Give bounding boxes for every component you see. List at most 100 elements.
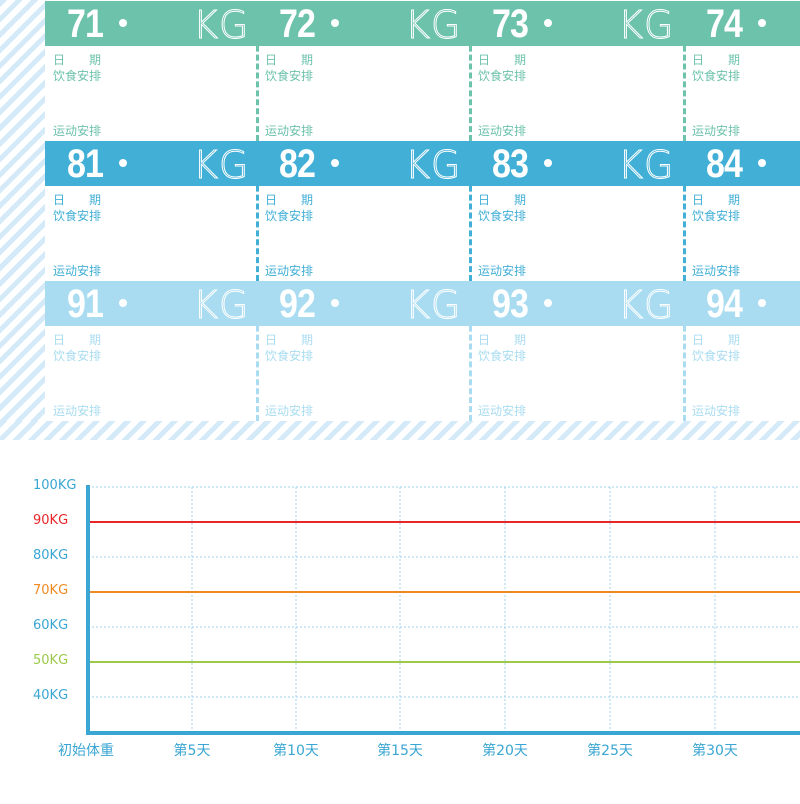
diet-label: 饮食安排 (692, 209, 741, 223)
date-label: 日 期 (265, 193, 314, 207)
date-label: 日 期 (692, 333, 741, 347)
weight-card-grid: 71 KG 日 期 饮食安排 运动安排 72 KG 日 期 饮食安排 运动安排 73… (45, 0, 800, 421)
weight-card: 82 KG 日 期 饮食安排 运动安排 (257, 141, 470, 281)
weight-chart-svg (86, 485, 800, 735)
exercise-label: 运动安排 (478, 404, 527, 418)
diet-label: 饮食安排 (265, 349, 314, 363)
kg-unit: KG (404, 143, 462, 188)
dot-icon (119, 159, 127, 167)
diet-label: 饮食安排 (53, 349, 102, 363)
weight-number: 92 (279, 282, 316, 326)
dot-icon (331, 19, 339, 27)
dot-icon (119, 19, 127, 27)
diet-label: 饮食安排 (478, 349, 527, 363)
diet-label: 饮食安排 (53, 69, 102, 83)
diet-label: 饮食安排 (692, 349, 741, 363)
date-label: 日 期 (478, 53, 527, 67)
x-tick-label: 第15天 (377, 743, 423, 759)
dashed-divider (256, 141, 259, 281)
dot-icon (331, 299, 339, 307)
dot-icon (544, 159, 552, 167)
weight-card: 84 KG 日 期 饮食安排 运动安排 (684, 141, 800, 281)
row-header-band (45, 1, 800, 46)
dot-icon (758, 19, 766, 27)
diet-label: 饮食安排 (53, 209, 102, 223)
diet-label: 饮食安排 (265, 209, 314, 223)
x-tick-label: 第20天 (482, 743, 528, 759)
y-tick-label: 80KG (33, 548, 69, 563)
date-label: 日 期 (53, 53, 102, 67)
weight-row: 71 KG 日 期 饮食安排 运动安排 72 KG 日 期 饮食安排 运动安排 73… (45, 1, 800, 141)
dashed-divider (683, 141, 686, 281)
y-tick-label: 50KG (33, 653, 69, 668)
date-label: 日 期 (53, 193, 102, 207)
weight-row: 91 KG 日 期 饮食安排 运动安排 92 KG 日 期 饮食安排 运动安排 93… (45, 281, 800, 421)
y-tick-label: 100KG (33, 478, 77, 493)
exercise-label: 运动安排 (478, 124, 527, 138)
exercise-label: 运动安排 (265, 124, 314, 138)
exercise-label: 运动安排 (53, 264, 102, 278)
exercise-label: 运动安排 (265, 264, 314, 278)
weight-number: 83 (492, 142, 529, 186)
diet-label: 饮食安排 (478, 209, 527, 223)
weight-chart: 100KG 90KG 80KG 70KG 60KG 50KG 40KG 初始体重 第5天 第10天… (0, 440, 800, 800)
weight-number: 71 (67, 2, 104, 46)
weight-number: 73 (492, 2, 529, 46)
date-label: 日 期 (53, 333, 102, 347)
x-tick-label: 第5天 (173, 743, 211, 759)
weight-number: 94 (706, 282, 743, 326)
exercise-label: 运动安排 (692, 124, 741, 138)
dashed-divider (469, 281, 472, 421)
x-tick-label: 初始体重 (58, 743, 114, 759)
date-label: 日 期 (265, 333, 314, 347)
kg-unit: KG (404, 3, 462, 48)
dashed-divider (683, 1, 686, 141)
exercise-label: 运动安排 (692, 404, 741, 418)
dashed-divider (256, 281, 259, 421)
date-label: 日 期 (265, 53, 314, 67)
dot-icon (119, 299, 127, 307)
dot-icon (758, 159, 766, 167)
x-tick-label: 第25天 (587, 743, 633, 759)
weight-card: 92 KG 日 期 饮食安排 运动安排 (257, 281, 470, 421)
weight-card: 71 KG 日 期 饮食安排 运动安排 (45, 1, 258, 141)
dot-icon (544, 19, 552, 27)
weight-card: 73 KG 日 期 饮食安排 运动安排 (470, 1, 683, 141)
weight-card: 94 KG 日 期 饮食安排 运动安排 (684, 281, 800, 421)
weight-card: 83 KG 日 期 饮食安排 运动安排 (470, 141, 683, 281)
weight-number: 84 (706, 142, 743, 186)
date-label: 日 期 (478, 193, 527, 207)
date-label: 日 期 (692, 53, 741, 67)
kg-unit: KG (617, 283, 675, 328)
exercise-label: 运动安排 (478, 264, 527, 278)
weight-number: 91 (67, 282, 104, 326)
y-tick-label: 70KG (33, 583, 69, 598)
y-tick-label: 60KG (33, 618, 69, 633)
kg-unit: KG (404, 283, 462, 328)
dot-icon (544, 299, 552, 307)
striped-border-left (0, 0, 45, 440)
dashed-divider (469, 141, 472, 281)
kg-unit: KG (617, 3, 675, 48)
date-label: 日 期 (478, 333, 527, 347)
y-tick-label: 90KG (33, 513, 69, 528)
weight-number: 81 (67, 142, 104, 186)
weight-card: 74 KG 日 期 饮食安排 运动安排 (684, 1, 800, 141)
kg-unit: KG (617, 143, 675, 188)
diet-label: 饮食安排 (692, 69, 741, 83)
kg-unit: KG (192, 143, 250, 188)
dashed-divider (256, 1, 259, 141)
weight-row: 81 KG 日 期 饮食安排 运动安排 82 KG 日 期 饮食安排 运动安排 83… (45, 141, 800, 281)
row-header-band (45, 141, 800, 186)
exercise-label: 运动安排 (53, 124, 102, 138)
diet-label: 饮食安排 (478, 69, 527, 83)
weight-card: 81 KG 日 期 饮食安排 运动安排 (45, 141, 258, 281)
date-label: 日 期 (692, 193, 741, 207)
x-tick-label: 第30天 (692, 743, 738, 759)
weight-number: 72 (279, 2, 316, 46)
dot-icon (331, 159, 339, 167)
weight-card: 91 KG 日 期 饮食安排 运动安排 (45, 281, 258, 421)
weight-number: 82 (279, 142, 316, 186)
exercise-label: 运动安排 (692, 264, 741, 278)
dashed-divider (469, 1, 472, 141)
